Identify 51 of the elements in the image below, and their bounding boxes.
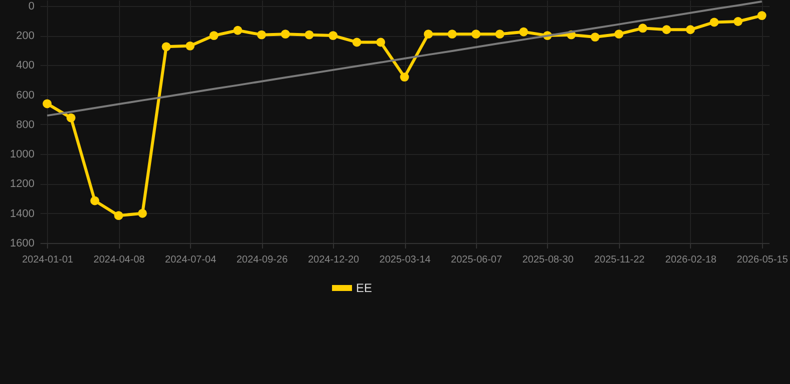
point <box>424 30 433 39</box>
point <box>66 113 76 122</box>
point <box>400 72 409 82</box>
x-tick-label: 2025-06-07 <box>450 254 502 266</box>
x-tick-label: 2024-09-26 <box>236 254 288 266</box>
y-tick-label: 1200 <box>10 178 34 190</box>
point <box>186 41 195 50</box>
point <box>233 26 242 35</box>
point <box>42 99 52 108</box>
legend-label: EE <box>356 281 372 295</box>
point <box>257 30 266 40</box>
point <box>686 25 695 34</box>
point <box>710 18 719 27</box>
point <box>614 30 624 39</box>
point <box>638 24 648 33</box>
y-tick-label: 1600 <box>10 238 34 250</box>
x-tick-label: 2025-03-14 <box>379 254 432 266</box>
line-series <box>46 0 763 117</box>
point <box>662 25 672 34</box>
point <box>328 31 338 40</box>
x-tick-label: 2025-08-30 <box>522 254 574 266</box>
point <box>590 32 600 42</box>
point <box>352 38 362 47</box>
point <box>90 196 100 206</box>
point <box>495 30 504 39</box>
point <box>472 30 480 39</box>
point <box>162 42 171 52</box>
y-tick-label: 600 <box>16 89 34 102</box>
y-tick-label: 400 <box>16 60 34 72</box>
x-tick-label: 2026-05-15 <box>736 254 788 266</box>
point <box>114 211 124 220</box>
x-tick-label: 2025-11-22 <box>594 254 646 266</box>
point <box>734 17 742 26</box>
x-tick-label: 2024-01-01 <box>22 254 74 266</box>
y-tick-label: 1400 <box>10 208 34 220</box>
point <box>448 30 457 39</box>
point <box>280 30 290 39</box>
x-tick-label: 2024-04-08 <box>94 254 146 266</box>
y-tick-label: 200 <box>16 30 34 42</box>
y-tick-label: 1000 <box>10 148 34 161</box>
point <box>519 27 528 36</box>
point <box>209 31 218 40</box>
point <box>304 30 314 40</box>
point <box>757 11 766 20</box>
x-tick-label: 2024-07-04 <box>165 254 217 266</box>
y-tick-label: 0 <box>28 0 34 12</box>
point <box>138 208 147 218</box>
x-tick-label: 2026-02-18 <box>665 254 717 266</box>
y-tick-label: 800 <box>16 118 34 131</box>
x-tick-label: 2024-12-20 <box>308 254 360 266</box>
point <box>376 38 386 47</box>
